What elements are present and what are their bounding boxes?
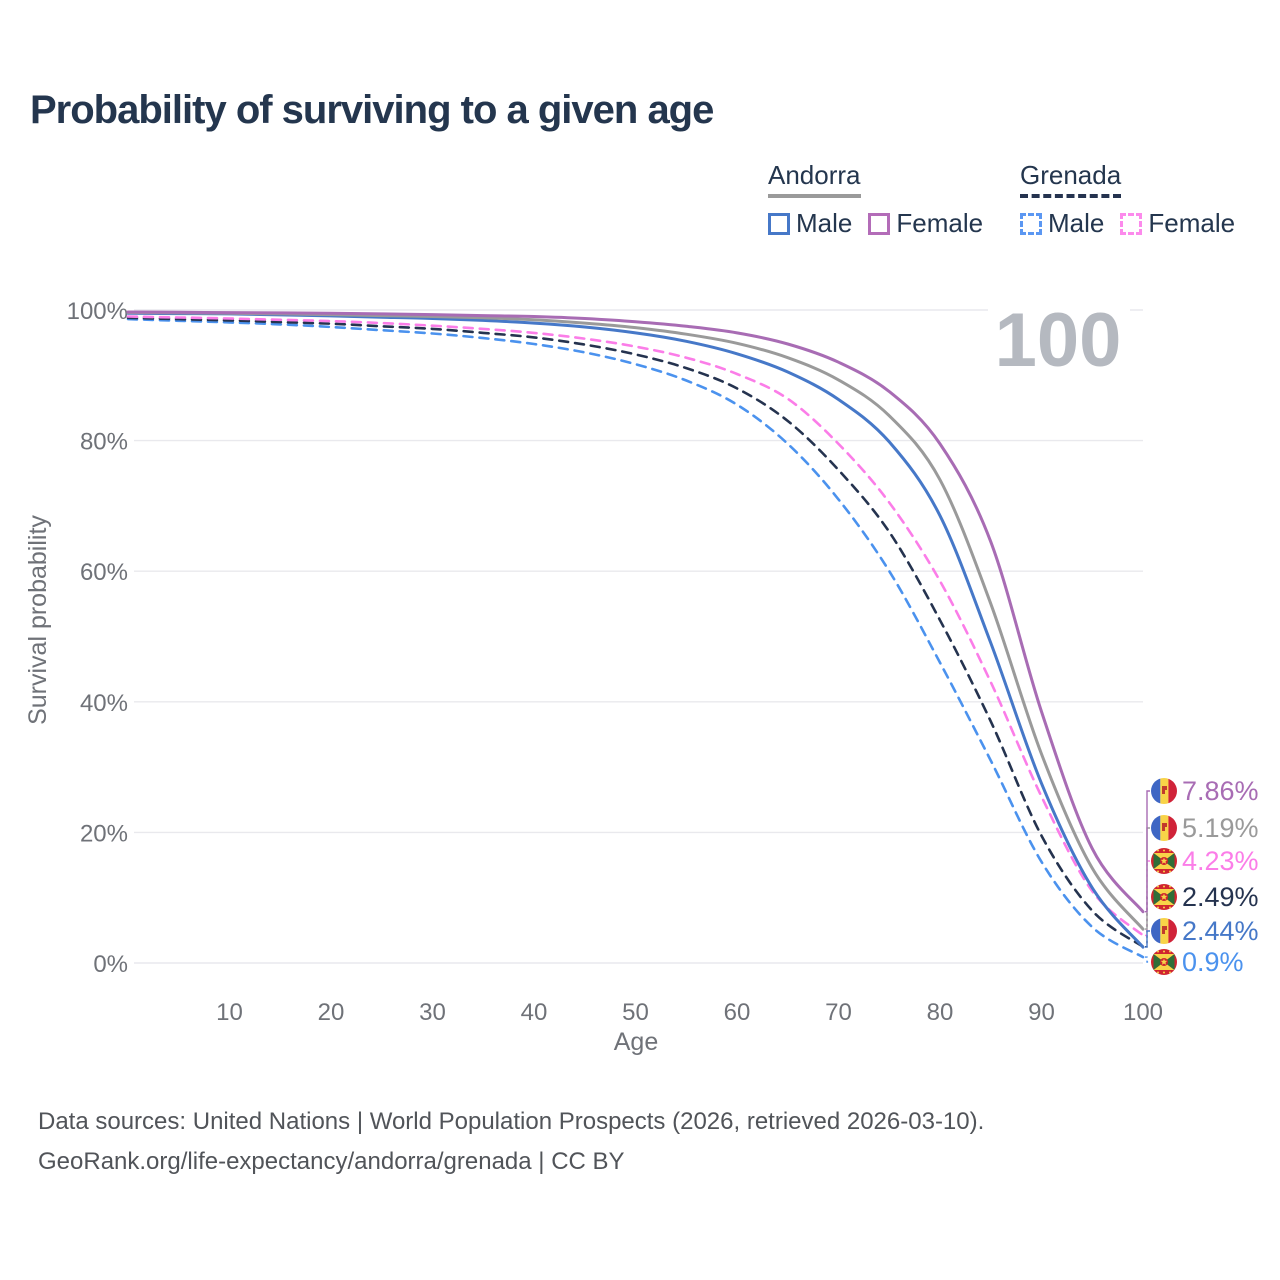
legend-item-grenada-male[interactable]: Male [1020,208,1104,239]
legend-label-andorra-male: Male [796,208,853,238]
grenada-female-swatch-icon [1120,212,1143,235]
x-tick-label: 80 [927,999,954,1026]
legend-group-grenada: Grenada Male Female [1020,160,1235,239]
end-connector-andorra-female [1145,790,1150,913]
x-tick-label: 50 [622,999,649,1026]
page-title: Probability of surviving to a given age [30,88,714,132]
y-tick-label: 40% [80,690,128,717]
curve-grenada-male [126,317,1145,959]
andorra-flag-icon [1151,815,1177,841]
x-tick-label: 60 [724,999,751,1026]
end-value-label-grenada-male: 0.9% [1182,947,1244,977]
grenada-flag-icon [1151,949,1177,975]
end-value-label-grenada-female: 4.23% [1182,846,1259,876]
grenada-male-swatch-icon [1020,212,1042,235]
x-axis-title: Age [614,1028,658,1056]
grenada-flag-icon [1151,848,1177,874]
y-tick-label: 60% [80,559,128,586]
legend-label-grenada-male: Male [1048,208,1105,238]
watermark-age-100: 100 [995,298,1122,383]
andorra-male-swatch-icon [768,212,790,235]
y-tick-label: 80% [80,429,128,456]
x-tick-label: 70 [825,999,852,1026]
end-connector-andorra-male [1145,930,1150,948]
legend-label-andorra-female: Female [896,208,984,238]
andorra-female-swatch-icon [868,212,891,235]
grenada-flag-icon [1151,884,1177,910]
x-tick-label: 40 [521,999,548,1026]
x-tick-label: 20 [318,999,345,1026]
legend-country-andorra[interactable]: Andorra [768,160,861,198]
legend-country-grenada[interactable]: Grenada [1020,160,1122,198]
curve-andorra-female [126,310,1145,914]
curve-grenada-female [126,315,1145,937]
attribution-caption[interactable]: GeoRank.org/life-expectancy/andorra/gren… [38,1148,625,1175]
end-connector-grenada-male [1145,956,1150,963]
x-tick-label: 10 [216,999,243,1026]
y-tick-label: 100% [67,298,128,325]
end-value-label-andorra-male: 2.44% [1182,916,1259,946]
legend-group-andorra: Andorra Male Female [768,160,983,239]
y-tick-label: 20% [80,820,128,847]
curve-andorra-all [126,311,1145,931]
legend-item-andorra-female[interactable]: Female [868,208,983,239]
x-tick-label: 100 [1123,999,1163,1026]
curve-andorra-male [126,311,1145,949]
x-tick-label: 30 [419,999,446,1026]
curve-grenada-all [126,316,1145,948]
x-tick-label: 90 [1028,999,1055,1026]
data-sources-caption: Data sources: United Nations | World Pop… [38,1108,985,1135]
end-value-label-andorra-female: 7.86% [1182,776,1259,806]
andorra-flag-icon [1151,918,1177,944]
y-axis-title: Survival probability [24,515,52,725]
y-tick-label: 0% [93,951,128,978]
watermark-halo [988,303,1130,375]
legend-item-andorra-male[interactable]: Male [768,208,852,239]
andorra-flag-icon [1151,778,1177,804]
legend-label-grenada-female: Female [1148,208,1236,238]
end-value-label-andorra-all: 5.19% [1182,813,1259,843]
legend-item-grenada-female[interactable]: Female [1120,208,1235,239]
end-value-label-grenada-all: 2.49% [1182,882,1259,912]
